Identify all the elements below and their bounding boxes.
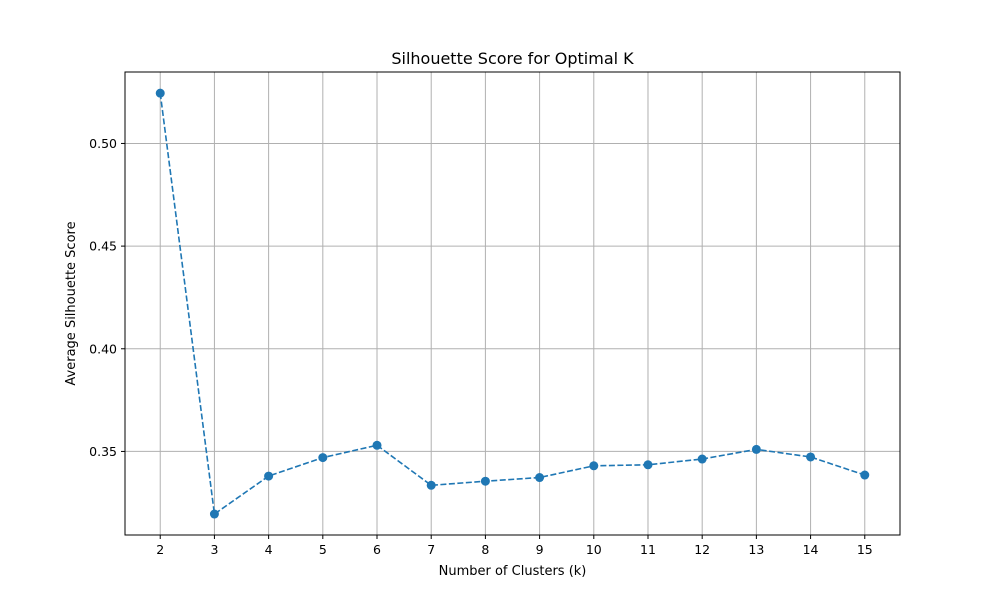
- data-point: [318, 453, 328, 463]
- y-tick-label: 0.35: [89, 444, 117, 459]
- data-point: [209, 509, 219, 519]
- data-point: [589, 461, 599, 471]
- x-tick-label: 5: [319, 542, 327, 557]
- x-tick-label: 13: [748, 542, 764, 557]
- data-point: [372, 440, 382, 450]
- y-tick-label: 0.45: [89, 239, 117, 254]
- series-markers: [155, 88, 870, 519]
- y-tick-label: 0.40: [89, 341, 117, 356]
- x-tick-label: 14: [803, 542, 819, 557]
- x-tick-label: 11: [640, 542, 656, 557]
- plot-frame: [124, 71, 901, 536]
- x-tick-label: 12: [694, 542, 710, 557]
- data-point: [751, 444, 761, 454]
- x-tick-label: 15: [857, 542, 873, 557]
- x-tick-label: 3: [210, 542, 218, 557]
- y-axis-ticks: 0.35 0.40 0.45 0.50: [89, 136, 125, 459]
- x-tick-label: 4: [265, 542, 273, 557]
- x-tick-label: 6: [373, 542, 381, 557]
- data-point: [643, 460, 653, 470]
- data-point: [697, 454, 707, 464]
- series-line-layer: [159, 93, 866, 516]
- data-point: [480, 476, 490, 486]
- data-point: [860, 470, 870, 480]
- chart-title: Silhouette Score for Optimal K: [391, 49, 634, 68]
- x-axis-label: Number of Clusters (k): [439, 564, 587, 579]
- x-tick-label: 9: [536, 542, 544, 557]
- data-point: [155, 88, 165, 98]
- data-point: [806, 452, 816, 462]
- y-axis-label: Average Silhouette Score: [64, 221, 79, 385]
- series-line: [159, 93, 866, 516]
- x-tick-label: 2: [156, 542, 164, 557]
- grid-lines: [125, 72, 900, 535]
- y-tick-label: 0.50: [89, 136, 117, 151]
- x-tick-label: 8: [481, 542, 489, 557]
- data-point: [264, 471, 274, 481]
- x-axis-ticks: 2 3 4 5 6 7 8 9 10 11 12 13 14 15: [156, 535, 873, 557]
- x-tick-label: 10: [586, 542, 602, 557]
- data-point: [426, 480, 436, 490]
- data-point: [535, 473, 545, 483]
- x-tick-label: 7: [427, 542, 435, 557]
